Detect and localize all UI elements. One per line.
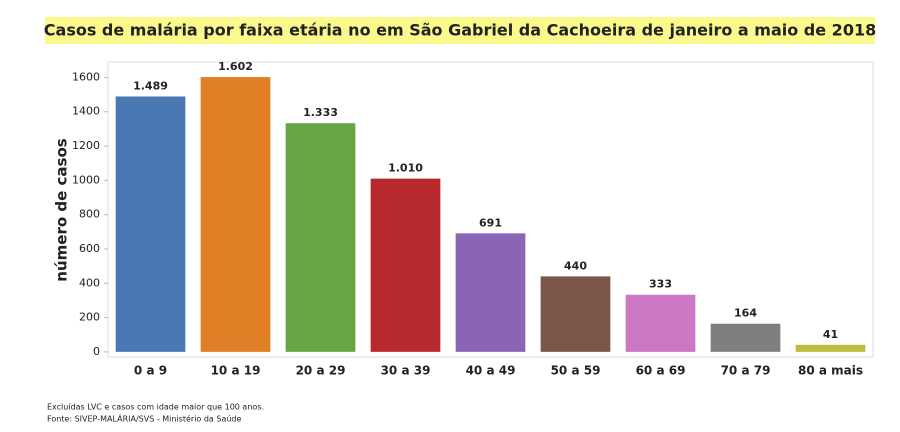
value-label: 691: [479, 216, 502, 229]
bar: [115, 96, 186, 352]
title-background: [45, 17, 875, 44]
value-label: 41: [823, 328, 838, 341]
y-tick-label: 1400: [72, 105, 100, 118]
y-tick-label: 1200: [72, 139, 100, 152]
y-tick-label: 1000: [72, 173, 100, 186]
x-tick-label: 10 a 19: [211, 364, 261, 378]
x-tick-label: 40 a 49: [466, 364, 516, 378]
value-label: 440: [564, 259, 587, 272]
y-tick-label: 0: [93, 345, 100, 358]
value-label: 1.489: [133, 79, 168, 92]
bar: [455, 233, 526, 352]
value-label: 333: [649, 278, 672, 291]
y-tick-label: 600: [79, 242, 100, 255]
y-axis-label: número de casos: [53, 138, 71, 281]
y-tick-label: 800: [79, 208, 100, 221]
bar: [370, 178, 441, 352]
plot-frame: [107, 61, 874, 358]
x-tick-label: 20 a 29: [296, 364, 346, 378]
value-label: 1.602: [218, 60, 253, 73]
y-tick-label: 1600: [72, 70, 100, 83]
x-tick-label: 0 a 9: [134, 364, 167, 378]
bar: [710, 323, 781, 352]
value-label: 1.010: [388, 162, 423, 175]
bar: [625, 294, 696, 352]
y-tick-label: 400: [79, 276, 100, 289]
x-tick-label: 30 a 39: [381, 364, 431, 378]
chart-title: Casos de malária por faixa etária no em …: [44, 21, 876, 40]
x-tick-label: 70 a 79: [721, 364, 771, 378]
x-tick-label: 50 a 59: [551, 364, 601, 378]
value-label: 1.333: [303, 106, 338, 119]
y-tick-label: 200: [79, 311, 100, 324]
bar: [540, 276, 611, 352]
x-tick-label: 60 a 69: [636, 364, 686, 378]
bar: [795, 344, 866, 352]
bar: [200, 77, 271, 352]
footnote: Excluídas LVC e casos com idade maior qu…: [47, 403, 264, 412]
x-tick-label: 80 a mais: [798, 364, 863, 378]
footnote: Fonte: SIVEP-MALÁRIA/SVS - Ministério da…: [47, 413, 242, 424]
bar: [285, 123, 356, 352]
value-label: 164: [734, 307, 757, 320]
